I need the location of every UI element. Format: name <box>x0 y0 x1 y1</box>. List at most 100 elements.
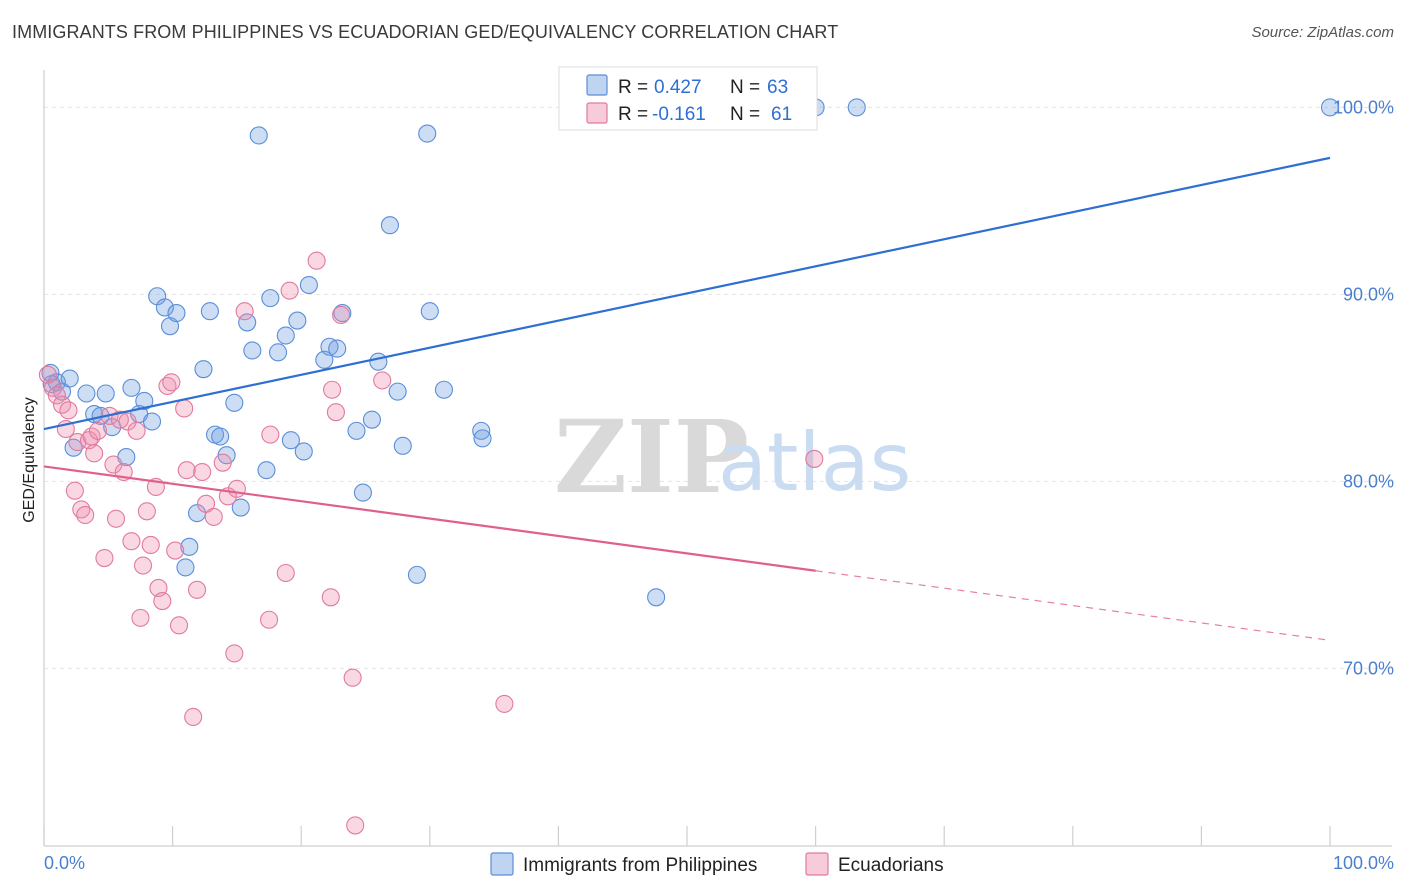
point-ecuadorians <box>276 563 295 583</box>
point-philippines <box>288 311 307 330</box>
chart-title: IMMIGRANTS FROM PHILIPPINES VS ECUADORIA… <box>12 22 839 42</box>
y-tick-label: 100.0% <box>1333 97 1394 117</box>
point-ecuadorians <box>59 401 78 420</box>
point-ecuadorians <box>175 399 194 418</box>
watermark-zip: ZIP <box>554 398 749 516</box>
point-philippines <box>473 429 492 448</box>
legend-r-label-ecuadorians: R = <box>618 104 648 125</box>
point-ecuadorians <box>169 616 189 635</box>
point-ecuadorians <box>261 425 280 444</box>
point-philippines <box>167 304 186 323</box>
trendline-ecuadorians <box>43 465 816 572</box>
grid-lines <box>44 106 1392 669</box>
point-ecuadorians <box>307 251 326 270</box>
point-philippines <box>328 339 347 358</box>
point-ecuadorians <box>177 461 196 480</box>
point-ecuadorians <box>153 591 172 611</box>
point-philippines <box>211 427 230 446</box>
point-ecuadorians <box>106 509 126 528</box>
point-ecuadorians <box>187 580 207 599</box>
point-philippines <box>380 216 399 235</box>
point-philippines <box>1320 98 1340 117</box>
point-ecuadorians <box>343 668 362 687</box>
stats-legend: R = 0.427 N = 63 R = -0.161 N = 61 <box>558 66 818 131</box>
legend-r-label-philippines: R = <box>618 77 648 98</box>
point-philippines <box>261 289 280 308</box>
legend-n-value-philippines: 63 <box>767 77 788 98</box>
point-ecuadorians <box>227 479 246 498</box>
point-ecuadorians <box>373 371 392 390</box>
point-philippines <box>276 326 295 345</box>
point-ecuadorians <box>47 386 66 405</box>
x-tick-label-end: 100.0% <box>1333 853 1394 873</box>
point-philippines <box>320 337 339 356</box>
point-philippines <box>135 391 154 411</box>
point-philippines <box>231 498 250 517</box>
point-philippines <box>180 537 199 556</box>
series-legend-label-philippines: Immigrants from Philippines <box>523 855 757 876</box>
watermark-atlas: atlas <box>718 416 911 509</box>
point-ecuadorians <box>495 694 514 713</box>
point-philippines <box>96 384 115 403</box>
watermark: ZIP atlas <box>554 398 911 516</box>
point-philippines <box>369 352 388 371</box>
legend-r-value-philippines: 0.427 <box>654 77 702 98</box>
point-philippines <box>353 483 372 502</box>
source-attribution: Source: ZipAtlas.com <box>1251 24 1394 41</box>
legend-n-label-philippines: N = <box>730 77 760 98</box>
point-ecuadorians <box>259 610 279 629</box>
point-ecuadorians <box>213 453 232 472</box>
point-ecuadorians <box>133 556 153 575</box>
legend-swatch-philippines <box>586 74 608 96</box>
series-legend: Immigrants from Philippines Ecuadorians <box>490 852 944 876</box>
point-philippines <box>257 461 276 480</box>
point-ecuadorians <box>805 449 824 468</box>
point-ecuadorians <box>131 608 150 627</box>
point-philippines <box>176 558 195 577</box>
point-philippines <box>418 124 437 143</box>
point-ecuadorians <box>225 644 244 663</box>
y-tick-label: 90.0% <box>1343 284 1394 304</box>
series-legend-swatch-philippines <box>490 852 514 876</box>
legend-n-label-ecuadorians: N = <box>730 104 760 125</box>
stats-legend-box <box>558 66 818 131</box>
trendline-ecuadorians-extension <box>815 570 1331 641</box>
legend-r-value-ecuadorians: -0.161 <box>652 104 706 125</box>
point-ecuadorians <box>280 281 299 300</box>
series-philippines <box>41 98 1340 607</box>
point-philippines <box>269 343 288 362</box>
point-philippines <box>60 369 79 388</box>
x-axis-ticks <box>43 826 1331 846</box>
point-ecuadorians <box>85 444 104 463</box>
point-ecuadorians <box>122 532 141 551</box>
point-ecuadorians <box>137 502 156 521</box>
point-philippines <box>407 565 426 584</box>
point-philippines <box>243 341 262 360</box>
point-ecuadorians <box>184 707 203 727</box>
y-tick-label: 80.0% <box>1343 471 1394 491</box>
point-ecuadorians <box>141 535 160 554</box>
point-philippines <box>847 98 866 117</box>
point-philippines <box>77 384 96 403</box>
point-ecuadorians <box>104 455 123 474</box>
point-philippines <box>434 380 453 399</box>
axes <box>43 70 1392 847</box>
point-philippines <box>388 382 407 401</box>
y-axis-ticks: 70.0% 80.0% 90.0% 100.0% <box>1333 97 1394 678</box>
point-philippines <box>647 588 666 607</box>
point-philippines <box>238 313 257 332</box>
trendline-philippines <box>43 156 1331 431</box>
point-ecuadorians <box>76 505 95 525</box>
trend-layer <box>43 156 1331 641</box>
point-ecuadorians <box>166 541 185 560</box>
point-philippines <box>299 275 318 295</box>
point-ecuadorians <box>110 410 129 429</box>
point-philippines <box>281 431 300 450</box>
point-ecuadorians <box>323 380 342 399</box>
point-philippines <box>225 393 244 412</box>
point-philippines <box>362 410 381 429</box>
point-ecuadorians <box>346 816 365 835</box>
legend-swatch-ecuadorians <box>586 102 608 124</box>
y-tick-label: 70.0% <box>1343 658 1394 678</box>
